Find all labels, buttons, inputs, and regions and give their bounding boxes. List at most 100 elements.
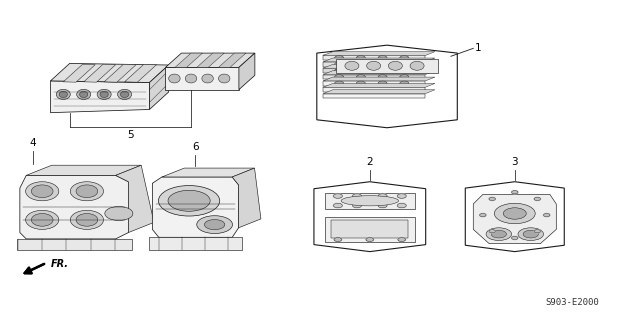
Ellipse shape [56,89,70,100]
Polygon shape [125,64,157,82]
Polygon shape [150,65,169,109]
Ellipse shape [70,210,104,229]
Polygon shape [63,64,95,82]
Ellipse shape [77,89,91,100]
Polygon shape [26,165,141,175]
Text: FR.: FR. [51,259,68,269]
Polygon shape [323,71,435,75]
Polygon shape [323,52,435,56]
Polygon shape [323,93,426,98]
Polygon shape [323,84,435,87]
Polygon shape [317,45,458,128]
Ellipse shape [76,213,98,226]
Polygon shape [196,53,224,67]
Polygon shape [473,195,556,244]
Circle shape [356,56,365,60]
Circle shape [400,68,409,73]
Polygon shape [218,53,246,67]
Polygon shape [239,53,255,90]
Ellipse shape [218,74,230,83]
Polygon shape [104,64,136,82]
Ellipse shape [26,210,59,229]
Circle shape [105,206,133,220]
Circle shape [378,75,387,79]
Polygon shape [323,77,435,81]
Circle shape [333,203,342,208]
Circle shape [335,62,344,66]
Circle shape [353,203,362,208]
Polygon shape [20,175,129,239]
Text: S903-E2000: S903-E2000 [545,298,599,307]
Circle shape [204,219,225,230]
Circle shape [378,62,387,66]
Ellipse shape [410,61,424,70]
Polygon shape [84,64,116,82]
Polygon shape [232,168,261,228]
Circle shape [479,213,486,217]
Polygon shape [323,64,435,68]
Circle shape [511,236,518,240]
Circle shape [168,190,210,211]
Circle shape [335,68,344,73]
Circle shape [378,68,387,73]
Circle shape [366,238,374,241]
Circle shape [333,194,342,198]
Circle shape [523,230,538,238]
Circle shape [400,81,409,85]
Polygon shape [323,58,435,62]
Circle shape [489,230,495,233]
Circle shape [400,62,409,66]
Ellipse shape [26,182,59,201]
Circle shape [534,197,541,201]
Circle shape [356,68,365,73]
Circle shape [494,203,535,224]
Ellipse shape [118,89,132,100]
Polygon shape [51,81,150,113]
Text: 4: 4 [29,138,36,148]
Ellipse shape [169,74,180,83]
Circle shape [378,203,387,208]
Circle shape [334,238,342,241]
Circle shape [353,194,362,198]
Circle shape [196,216,232,234]
Circle shape [335,56,344,60]
Circle shape [356,62,365,66]
Circle shape [378,81,387,85]
Ellipse shape [341,196,399,206]
Polygon shape [314,182,426,252]
Text: 1: 1 [475,43,482,53]
Polygon shape [323,90,435,93]
Polygon shape [17,239,132,250]
Ellipse shape [202,74,213,83]
Ellipse shape [97,89,111,100]
Text: 2: 2 [367,157,373,167]
Circle shape [356,75,365,79]
Text: 3: 3 [511,157,518,167]
Circle shape [335,81,344,85]
Polygon shape [325,217,415,242]
Ellipse shape [79,91,88,98]
Ellipse shape [70,182,104,201]
Circle shape [397,194,406,198]
Polygon shape [325,193,415,209]
Polygon shape [116,165,154,233]
Polygon shape [336,59,438,73]
Polygon shape [323,75,426,79]
Polygon shape [323,68,426,73]
Polygon shape [465,182,564,252]
Polygon shape [323,81,426,86]
Circle shape [398,238,406,241]
Polygon shape [332,220,408,238]
Circle shape [356,81,365,85]
Polygon shape [166,67,239,90]
Polygon shape [162,168,255,177]
Ellipse shape [185,74,196,83]
Polygon shape [323,87,426,92]
Polygon shape [51,63,169,83]
Ellipse shape [100,91,108,98]
Circle shape [400,75,409,79]
Ellipse shape [345,61,359,70]
Ellipse shape [76,185,98,197]
Circle shape [159,186,220,216]
Ellipse shape [367,61,381,70]
